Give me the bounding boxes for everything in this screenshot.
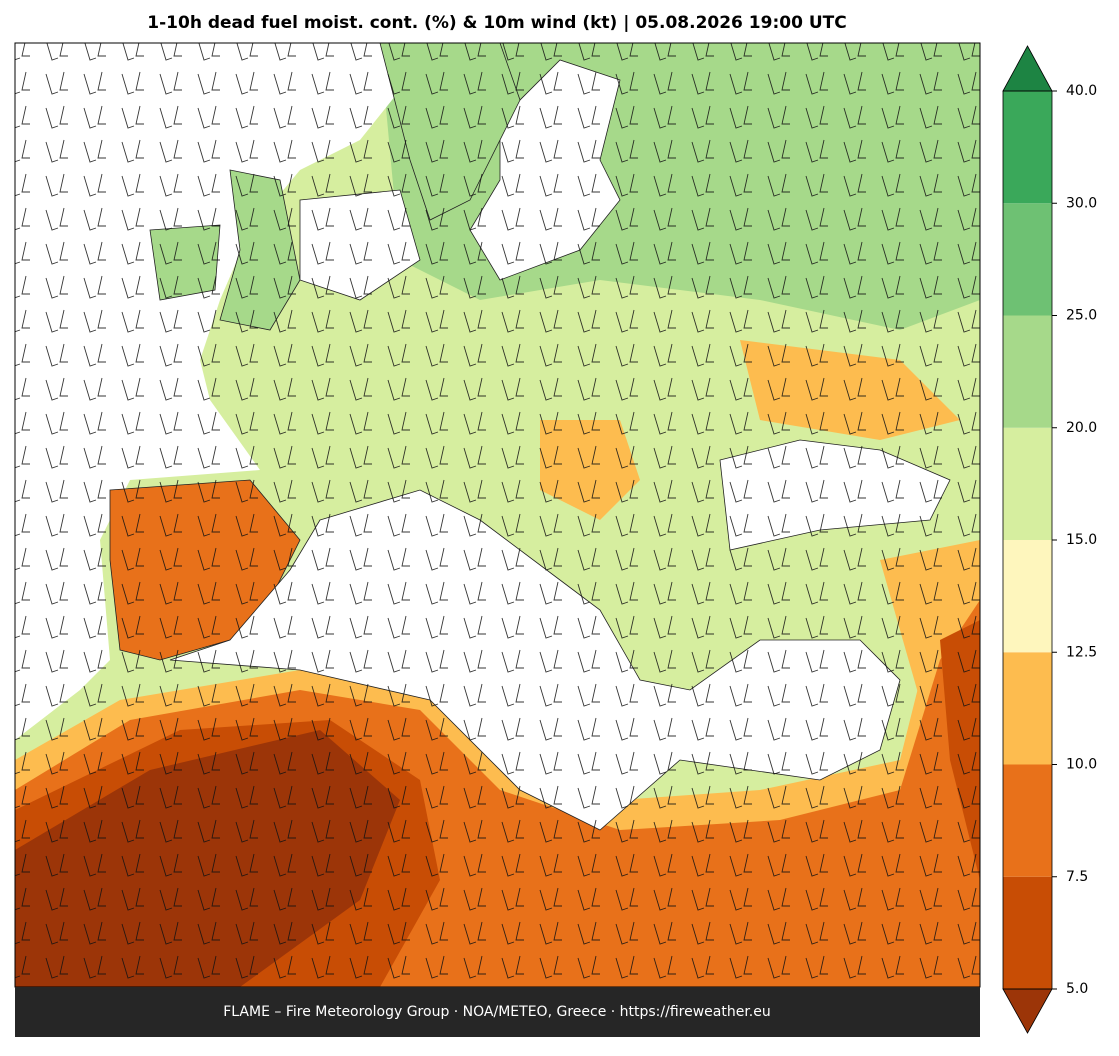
colorbar-tick-label: 5.0 — [1066, 981, 1088, 997]
colorbar-under — [1002, 988, 1053, 1034]
title: 1-10h dead fuel moist. cont. (%) & 10m w… — [147, 13, 846, 33]
map — [15, 43, 980, 987]
colorbar-segment — [1003, 91, 1052, 204]
colorbar-tick-label: 30.0 — [1066, 195, 1097, 211]
colorbar-tick-label: 12.5 — [1066, 644, 1097, 660]
footer-bar — [15, 987, 980, 1037]
colorbar-tick-label: 15.0 — [1066, 532, 1097, 548]
colorbar-tick-label: 7.5 — [1066, 869, 1088, 885]
colorbar-segment — [1003, 652, 1052, 765]
colorbar-tick-label: 20.0 — [1066, 420, 1097, 436]
footer: FLAME – Fire Meteorology Group · NOA/MET… — [223, 1004, 771, 1020]
colorbar-segment — [1003, 315, 1052, 428]
colorbar-segment — [1003, 203, 1052, 316]
colorbar-segment — [1003, 540, 1052, 653]
colorbar-tick-label: 25.0 — [1066, 308, 1097, 324]
colorbar-segment — [1003, 427, 1052, 540]
colorbar-segment — [1003, 876, 1052, 989]
colorbar-segment — [1003, 764, 1052, 877]
colorbar-tick-label: 40.0 — [1066, 83, 1097, 99]
colorbar-tick-label: 10.0 — [1066, 757, 1097, 773]
colorbar: 5.0 7.5 10.0 12.5 15.0 20.0 25.0 30.0 40.0 — [1002, 45, 1097, 1034]
colorbar-over — [1002, 45, 1053, 92]
